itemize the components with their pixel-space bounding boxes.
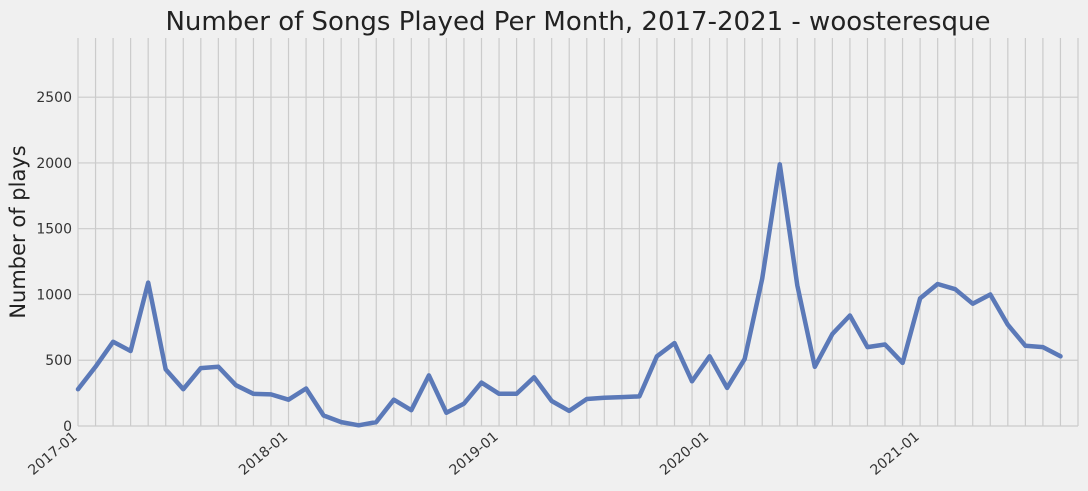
y-tick-labels: 0 500 1000 1500 2000 2500 xyxy=(36,90,72,435)
y-axis-label: Number of plays xyxy=(6,145,30,318)
y-tick-label: 1500 xyxy=(36,222,72,238)
y-tick-label: 0 xyxy=(63,419,72,435)
y-tick-label: 2000 xyxy=(36,156,72,172)
series-layer xyxy=(75,162,1063,428)
y-tick-label: 500 xyxy=(45,353,72,369)
chart-title: Number of Songs Played Per Month, 2017-2… xyxy=(165,7,990,37)
y-tick-label: 2500 xyxy=(36,90,72,106)
series-line xyxy=(75,162,1063,428)
x-grid xyxy=(77,38,1079,426)
y-grid xyxy=(78,96,1078,427)
y-tick-label: 1000 xyxy=(36,287,72,303)
